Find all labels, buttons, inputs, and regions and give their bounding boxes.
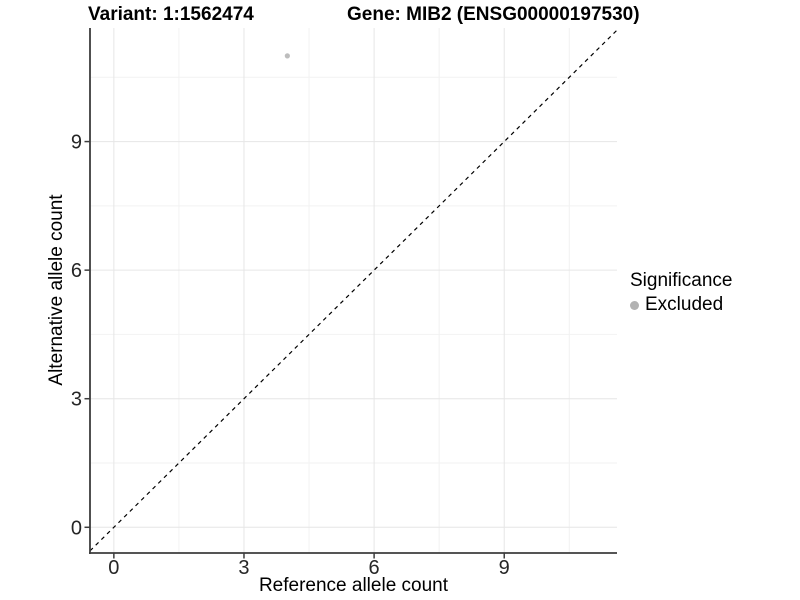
y-tick-label: 6 — [71, 260, 82, 282]
identity-reference-line — [89, 29, 618, 552]
gene-title: Gene: MIB2 (ENSG00000197530) — [347, 4, 640, 25]
legend-title: Significance — [630, 270, 733, 291]
y-tick-label: 0 — [71, 517, 82, 539]
legend-key-dot-icon — [630, 300, 639, 310]
variant-title: Variant: 1:1562474 — [88, 4, 254, 25]
major-gridlines — [90, 28, 617, 553]
x-tick-label: 3 — [238, 557, 249, 579]
x-tick-label: 0 — [108, 557, 119, 579]
legend-entry-label: Excluded — [645, 294, 724, 315]
legend-entry-excluded: Excluded — [630, 294, 732, 316]
x-tick-label: 9 — [499, 557, 510, 579]
legend: Significance Excluded — [630, 270, 732, 316]
y-tick-label: 9 — [71, 132, 82, 154]
y-tick-label: 3 — [71, 389, 82, 411]
minor-gridlines — [90, 28, 617, 553]
y-axis-title: Alternative allele count — [46, 194, 67, 386]
data-point — [284, 53, 290, 59]
x-axis-title: Reference allele count — [258, 575, 449, 596]
x-tick-label: 6 — [369, 557, 380, 579]
